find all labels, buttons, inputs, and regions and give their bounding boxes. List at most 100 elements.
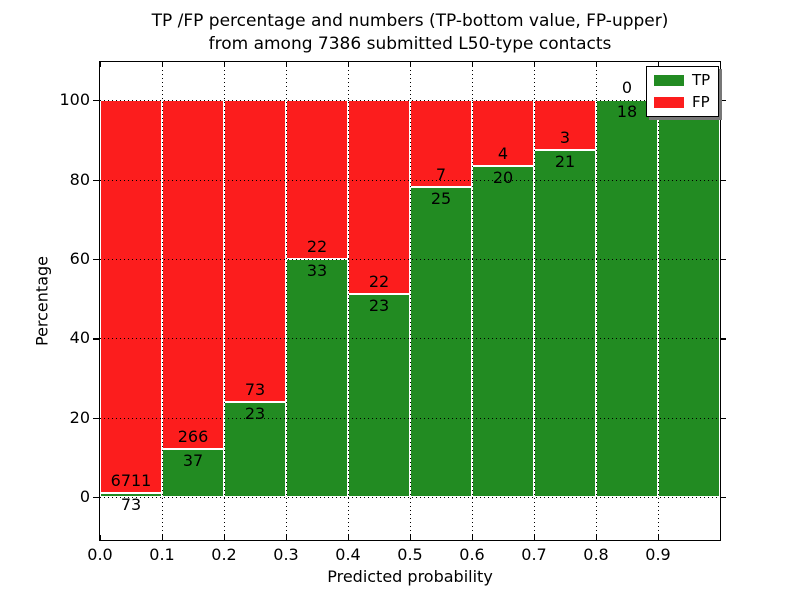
- y-tick-mark: [93, 497, 99, 499]
- x-tick-mark: [720, 62, 722, 67]
- x-tick-mark: [162, 535, 164, 540]
- tp-count-label: 37: [182, 450, 204, 470]
- tp-count-label: 18: [616, 102, 638, 122]
- chart-title-line1: TP /FP percentage and numbers (TP-bottom…: [151, 11, 669, 31]
- tp-bar-segment: [348, 294, 410, 498]
- vertical-gridline: [410, 62, 411, 540]
- y-tick-mark: [720, 338, 726, 340]
- fp-bar-segment: [472, 100, 534, 167]
- tp-legend-swatch: [654, 75, 684, 86]
- horizontal-gridline: [100, 179, 720, 181]
- horizontal-gridline: [100, 497, 720, 499]
- tp-count-label: 23: [368, 296, 390, 316]
- x-tick-mark: [658, 62, 660, 67]
- y-tick-mark: [720, 179, 726, 181]
- y-tick-mark: [720, 497, 726, 499]
- tp-bar-segment: [410, 186, 472, 498]
- x-tick-mark: [472, 535, 474, 540]
- x-tick-label: 0.9: [645, 545, 671, 564]
- tp-count-label: 33: [306, 260, 328, 280]
- tp-bar-segment: [658, 100, 720, 498]
- vertical-gridline: [596, 62, 597, 540]
- x-tick-mark: [658, 535, 660, 540]
- y-tick-mark: [93, 417, 99, 419]
- x-tick-label: 0.7: [521, 545, 547, 564]
- fp-count-label: 22: [306, 236, 328, 256]
- y-tick-mark: [720, 258, 726, 261]
- y-tick-label: 0: [79, 487, 90, 507]
- fp-count-label: 266: [177, 426, 209, 446]
- fp-count-label: 73: [244, 380, 266, 399]
- tp-count-label: 23: [244, 404, 266, 423]
- y-tick-label: 20: [69, 407, 90, 427]
- horizontal-gridline: [100, 258, 720, 260]
- fp-legend-swatch: [654, 97, 684, 108]
- fp-bar-segment: [100, 100, 162, 493]
- x-tick-mark: [596, 535, 598, 540]
- y-tick-mark: [93, 338, 99, 340]
- fp-count-label: 7: [435, 164, 447, 184]
- x-tick-mark: [410, 535, 412, 540]
- x-tick-mark: [224, 62, 226, 67]
- horizontal-gridline: [100, 100, 720, 102]
- fp-bar-segment: [162, 100, 224, 449]
- tp-count-label: 73: [120, 494, 142, 514]
- x-tick-mark: [100, 62, 102, 67]
- tp-bar-segment: [286, 258, 348, 498]
- x-tick-mark: [410, 62, 412, 67]
- x-tick-mark: [348, 62, 350, 67]
- y-tick-label: 40: [69, 328, 90, 348]
- fp-count-label: 3: [559, 127, 571, 147]
- tp-bar-segment: [534, 149, 596, 498]
- y-tick-mark: [720, 417, 726, 419]
- x-tick-label: 0.2: [211, 545, 237, 564]
- x-tick-label: 0.3: [273, 545, 299, 564]
- plot-area: 6711732663773232233222372542032101805: [93, 61, 726, 541]
- fp-bar-segment: [534, 100, 596, 150]
- legend-label: TP: [692, 71, 711, 89]
- x-tick-mark: [348, 535, 350, 540]
- y-tick-mark: [93, 100, 99, 102]
- x-tick-label: 0.4: [335, 545, 361, 564]
- x-tick-mark: [534, 535, 536, 540]
- chart-title-line2: from among 7386 submitted L50-type conta…: [208, 34, 612, 54]
- horizontal-gridline: [100, 417, 720, 419]
- vertical-gridline: [472, 62, 473, 540]
- x-tick-mark: [720, 535, 722, 540]
- x-tick-mark: [162, 62, 164, 67]
- vertical-gridline: [534, 62, 535, 540]
- tp-count-label: 25: [430, 188, 452, 208]
- x-tick-label: 0.1: [149, 545, 175, 564]
- tp-bar-segment: [472, 166, 534, 498]
- y-tick-label: 100: [59, 90, 90, 110]
- tp-bar-segment: [596, 100, 658, 498]
- legend-item-fp: FP: [654, 95, 710, 110]
- vertical-gridline: [162, 62, 163, 540]
- fp-count-label: 22: [368, 272, 390, 292]
- chart-title: TP /FP percentage and numbers (TP-bottom…: [100, 10, 720, 56]
- x-tick-label: 0.8: [583, 545, 609, 564]
- y-tick-label: 60: [69, 248, 90, 268]
- legend-item-tp: TP: [654, 73, 710, 88]
- fp-count-label: 4: [497, 144, 509, 164]
- x-tick-mark: [224, 535, 226, 540]
- fp-count-label: 6711: [110, 470, 152, 490]
- x-axis-label: Predicted probability: [327, 567, 493, 586]
- fp-count-label: 0: [621, 78, 633, 98]
- vertical-gridline: [224, 62, 225, 540]
- x-tick-mark: [100, 535, 102, 540]
- vertical-gridline: [658, 62, 659, 540]
- x-tick-mark: [534, 62, 536, 67]
- x-tick-mark: [286, 535, 288, 540]
- y-tick-mark: [720, 100, 726, 102]
- y-tick-mark: [93, 179, 99, 181]
- x-tick-mark: [472, 62, 474, 67]
- horizontal-gridline: [100, 338, 720, 340]
- x-tick-mark: [596, 62, 598, 67]
- legend: TP FP: [646, 66, 720, 117]
- tp-count-label: 21: [554, 151, 576, 171]
- y-tick-label: 80: [69, 169, 90, 189]
- tp-count-label: 20: [492, 168, 514, 188]
- legend-label: FP: [692, 93, 710, 111]
- vertical-gridline: [348, 62, 349, 540]
